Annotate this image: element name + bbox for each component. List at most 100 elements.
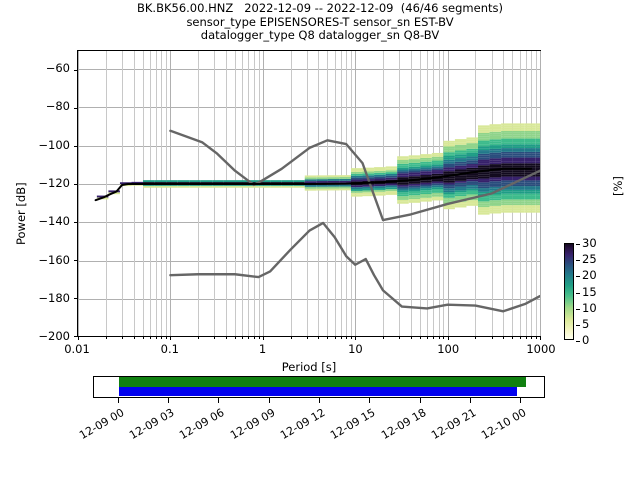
ppsd-density-cell	[535, 199, 540, 202]
x-axis-title: Period [s]	[281, 360, 337, 374]
y-tick	[74, 222, 78, 223]
ppsd-density-cell	[524, 148, 536, 150]
ppsd-density-cell	[443, 195, 455, 198]
gridline-v-minor	[334, 51, 336, 336]
ppsd-density-cell	[397, 199, 409, 202]
ppsd-density-cell	[478, 127, 490, 130]
ppsd-density-cell	[512, 138, 525, 141]
ppsd-density-cell	[535, 176, 540, 179]
ppsd-density-cell	[397, 171, 409, 174]
ppsd-density-cell	[258, 180, 271, 183]
colorbar[interactable]	[564, 243, 580, 342]
ppsd-density-cell	[443, 154, 455, 157]
colorbar-label: 15	[582, 284, 597, 299]
colorbar-unit-label: [%]	[611, 176, 625, 196]
timeline-tick-label: 12-09 18	[378, 406, 429, 442]
ppsd-density-cell	[501, 142, 513, 145]
ppsd-density-cell	[408, 159, 421, 162]
ppsd-density-cell	[489, 177, 502, 180]
ppsd-histogram	[96, 123, 540, 215]
data-coverage-timeline[interactable]	[93, 376, 545, 398]
ppsd-density-cell	[501, 203, 513, 206]
gridline-v-minor	[149, 51, 151, 336]
ppsd-density-cell	[466, 156, 479, 159]
ppsd-density-cell	[466, 160, 479, 163]
gridline-v-minor	[306, 51, 308, 336]
ppsd-density-cell	[524, 197, 536, 200]
colorbar-label: 5	[582, 316, 590, 331]
ppsd-density-cell	[501, 208, 513, 211]
ppsd-density-cell	[385, 187, 398, 190]
ppsd-density-cell	[281, 185, 294, 188]
x-tick	[399, 336, 401, 339]
x-tick	[262, 336, 264, 340]
ppsd-density-cell	[408, 176, 421, 179]
ppsd-density-cell	[362, 173, 375, 176]
ppsd-density-cell	[535, 178, 540, 181]
ppsd-density-cell	[535, 155, 540, 158]
ppsd-density-cell	[350, 168, 363, 171]
x-tick	[105, 336, 107, 339]
ppsd-density-cell	[385, 177, 398, 180]
ppsd-density-cell	[454, 159, 467, 162]
colorbar-label: 0	[582, 333, 590, 347]
ppsd-density-cell	[408, 170, 421, 173]
noise-model-curves	[94, 129, 540, 313]
ppsd-density-cell	[420, 159, 432, 162]
ppsd-density-cell	[478, 210, 490, 213]
y-tick	[74, 70, 78, 71]
ppsd-density-cell	[454, 180, 467, 183]
ppsd-density-cell	[478, 178, 490, 181]
x-tick	[327, 336, 329, 339]
ppsd-density-cell	[316, 184, 328, 187]
ppsd-density-cell	[420, 182, 432, 185]
gridline-v-minor	[156, 51, 158, 336]
ppsd-density-cell	[478, 136, 490, 139]
x-tick	[166, 336, 168, 339]
ppsd-density-cell	[512, 195, 525, 198]
ppsd-density-cell	[420, 186, 432, 189]
ppsd-density-cell	[524, 182, 536, 185]
ppsd-density-cell	[443, 194, 455, 196]
ppsd-density-cell	[501, 130, 513, 133]
ppsd-density-cell	[420, 194, 432, 196]
ppsd-density-cell	[524, 151, 536, 154]
ppsd-density-cell	[466, 164, 479, 166]
ppsd-density-cell	[431, 196, 444, 199]
ppsd-density-cell	[466, 139, 479, 142]
ppsd-density-cell	[501, 168, 513, 171]
ppsd-density-cell	[431, 156, 444, 159]
x-tick	[443, 336, 445, 339]
ppsd-density-cell	[512, 172, 525, 175]
ppsd-density-cell	[270, 180, 282, 183]
ppsd-density-cell	[466, 181, 479, 184]
ppsd-density-cell	[350, 179, 363, 182]
ppsd-density-cell	[489, 173, 502, 176]
ppsd-density-cell	[478, 186, 490, 189]
ppsd-density-cell	[501, 197, 513, 200]
x-tick	[340, 336, 342, 339]
ppsd-density-cell	[489, 139, 502, 142]
timeline-tick	[369, 398, 371, 403]
ppsd-density-cell	[327, 186, 340, 189]
gridline-v-minor	[327, 51, 329, 336]
ppsd-density-cell	[350, 185, 363, 188]
ppsd-density-cell	[431, 192, 444, 195]
x-tick	[447, 336, 449, 340]
ppsd-density-cell	[281, 180, 294, 183]
ppsd-density-cell	[524, 178, 536, 181]
ppsd-density-cell	[443, 180, 455, 183]
ppsd-density-cell	[512, 193, 525, 196]
ppsd-density-cell	[501, 136, 513, 139]
ppsd-density-cell	[512, 129, 525, 131]
ppsd-density-cell	[443, 144, 455, 147]
title-line-2: sensor_type EPISENSORES-T sensor_sn EST-…	[186, 14, 454, 29]
ppsd-density-cell	[397, 184, 409, 187]
gridline-v-minor	[198, 51, 200, 336]
ppsd-density-cell	[350, 187, 363, 190]
ppsd-density-cell	[327, 184, 340, 187]
ppsd-density-cell	[535, 148, 540, 150]
ppsd-density-cell	[420, 171, 432, 174]
ppsd-density-cell	[512, 142, 525, 145]
ppsd-density-cell	[478, 140, 490, 143]
